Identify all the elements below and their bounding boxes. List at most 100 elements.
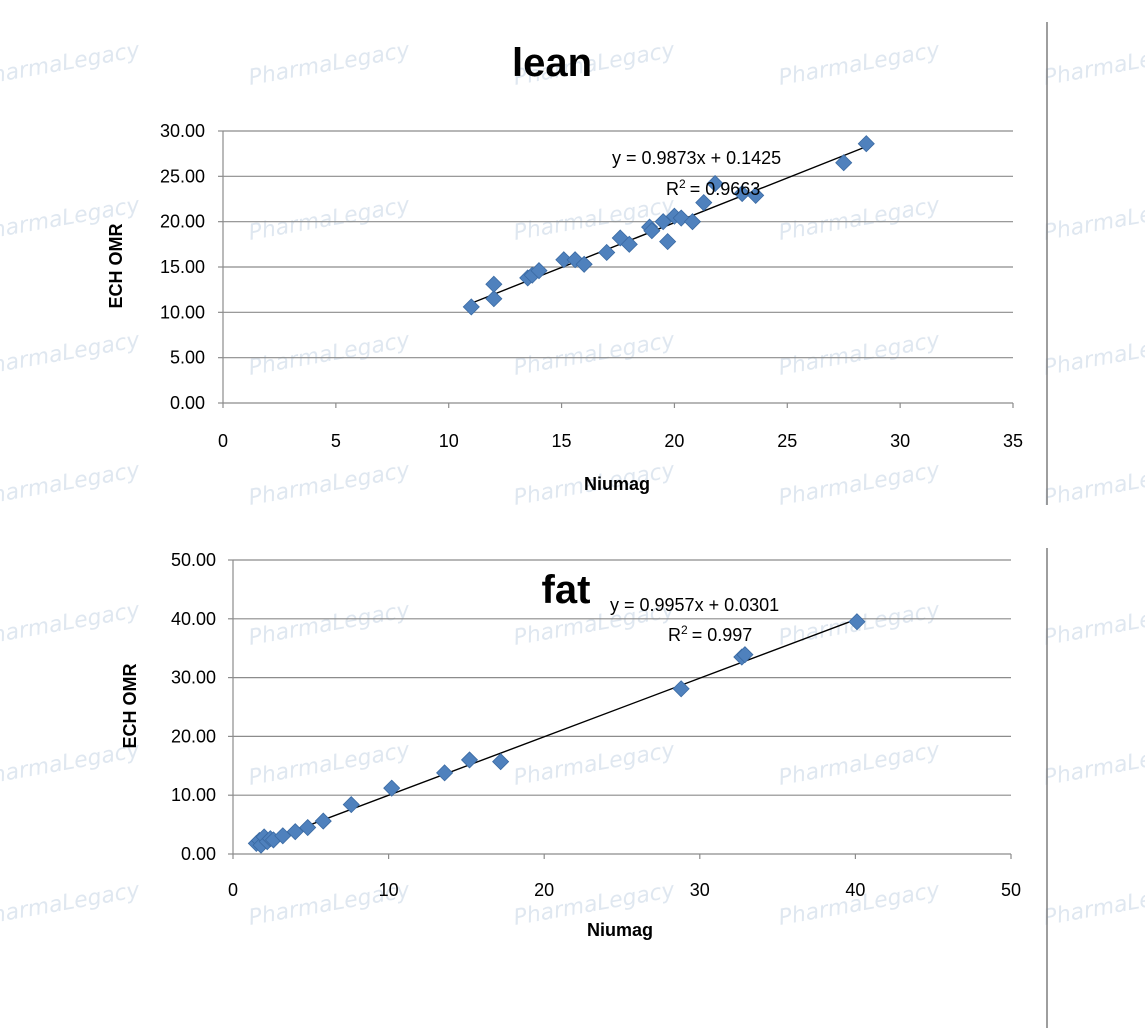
watermark-text: PharmaLegacy	[1042, 38, 1145, 91]
data-point	[706, 175, 724, 193]
data-point	[736, 646, 754, 664]
grid-lines	[223, 130, 1013, 359]
watermark-text: PharmaLegacy	[0, 38, 143, 91]
y-tick-label: 5.00	[170, 348, 205, 368]
data-point	[485, 275, 503, 293]
axes	[218, 130, 1014, 408]
data-point	[857, 135, 875, 153]
data-point	[620, 235, 638, 253]
data-point	[848, 613, 866, 631]
x-tick-label: 25	[777, 431, 797, 451]
data-point	[643, 222, 661, 240]
data-point	[659, 233, 677, 251]
x-tick-labels: 0 10 20 30 40 50	[228, 880, 1021, 900]
watermark-text: PharmaLegacy	[0, 878, 143, 931]
r-squared-label: R2 = 0.997	[668, 623, 752, 645]
y-tick-labels: 0.00 5.00 10.00 15.00 20.00 25.00 30.00	[160, 121, 205, 413]
data-point	[530, 262, 548, 280]
watermark-text: PharmaLegacy	[777, 38, 943, 91]
watermark-text: PharmaLegacy	[1042, 458, 1145, 511]
trendline-equation: y = 0.9957x + 0.0301	[610, 595, 779, 615]
x-tick-label: 0	[218, 431, 228, 451]
data-points	[247, 613, 866, 854]
x-axis-title: Niumag	[584, 474, 650, 494]
watermark-text: PharmaLegacy	[1042, 598, 1145, 651]
x-tick-label: 20	[664, 431, 684, 451]
watermark-text: PharmaLegacy	[247, 738, 413, 791]
y-tick-label: 25.00	[160, 166, 205, 186]
data-point	[654, 213, 672, 231]
data-point	[460, 751, 479, 769]
fat-chart: 0.00 10.00 20.00 30.00 40.00 50.00 0 10 20 30 40 5…	[120, 550, 1021, 940]
trendline-line	[256, 618, 858, 846]
watermark-text: PharmaLegacy	[777, 193, 943, 246]
y-tick-label: 20.00	[171, 726, 216, 746]
trendline-equation: y = 0.9873x + 0.1425	[612, 148, 781, 168]
watermark-text: PharmaLegacy	[0, 458, 143, 511]
watermark-text: PharmaLegacy	[247, 328, 413, 381]
x-tick-label: 35	[1003, 431, 1023, 451]
data-point	[598, 243, 616, 262]
grid-lines	[233, 559, 1011, 796]
watermark-text: PharmaLegacy	[1042, 738, 1145, 791]
r-squared-exponent: 2	[679, 177, 686, 191]
watermark-text: PharmaLegacy	[512, 738, 678, 791]
y-tick-label: 10.00	[171, 785, 216, 805]
y-tick-label: 10.00	[160, 302, 205, 322]
x-tick-label: 30	[690, 880, 710, 900]
y-tick-label: 0.00	[170, 393, 205, 413]
x-tick-label: 20	[534, 880, 554, 900]
data-point	[695, 194, 713, 212]
data-point	[436, 764, 454, 782]
r-squared-symbol: R	[668, 625, 681, 645]
y-tick-label: 30.00	[160, 121, 205, 141]
data-point	[299, 818, 317, 837]
x-tick-label: 5	[331, 431, 341, 451]
chart-title: fat	[542, 568, 591, 612]
data-point	[747, 186, 765, 204]
data-point	[342, 796, 360, 814]
watermark-text: PharmaLegacy	[247, 38, 413, 91]
y-tick-label: 15.00	[160, 257, 205, 277]
watermark-text: PharmaLegacy	[0, 328, 143, 381]
lean-chart: lean 0.00 5.00 10.00 15.00 20.00 25.00 30.00 0…	[106, 41, 1023, 494]
r-squared-value: = 0.997	[692, 625, 753, 645]
trendline	[256, 618, 858, 846]
data-point	[683, 213, 702, 231]
data-point	[462, 298, 480, 316]
y-axis-title: ECH OMR	[106, 224, 126, 309]
x-tick-labels: 0 5 10 15 20 25 30 35	[218, 431, 1023, 451]
watermark-text: PharmaLegacy	[777, 458, 943, 511]
y-tick-label: 30.00	[171, 668, 216, 688]
watermark-text: PharmaLegacy	[777, 738, 943, 791]
watermark-text: PharmaLegacy	[1042, 878, 1145, 931]
data-point	[575, 255, 593, 273]
y-tick-label: 50.00	[171, 550, 216, 570]
r-squared-value: = 0.9663	[690, 179, 761, 199]
x-axis-title: Niumag	[587, 920, 653, 940]
y-tick-label: 0.00	[181, 844, 216, 864]
watermark-text: PharmaLegacy	[777, 328, 943, 381]
x-tick-label: 15	[552, 431, 572, 451]
watermark-text: PharmaLegacy	[1042, 193, 1145, 246]
x-tick-label: 40	[845, 880, 865, 900]
data-point	[492, 753, 510, 771]
chart-title: lean	[512, 41, 592, 85]
x-tick-label: 10	[439, 431, 459, 451]
y-tick-label: 20.00	[160, 212, 205, 232]
data-points	[462, 135, 875, 316]
watermark-text: PharmaLegacy	[0, 598, 143, 651]
x-tick-label: 30	[890, 431, 910, 451]
r-squared-symbol: R	[666, 179, 679, 199]
data-point	[672, 680, 690, 698]
y-axis-title: ECH OMR	[120, 664, 140, 749]
r-squared-label: R2 = 0.9663	[666, 177, 760, 199]
x-tick-label: 0	[228, 880, 238, 900]
y-tick-label: 40.00	[171, 609, 216, 629]
y-tick-labels: 0.00 10.00 20.00 30.00 40.00 50.00	[171, 550, 216, 864]
data-point	[555, 251, 573, 269]
data-point	[485, 290, 503, 308]
watermark-text: PharmaLegacy	[512, 328, 678, 381]
data-point	[314, 812, 332, 830]
